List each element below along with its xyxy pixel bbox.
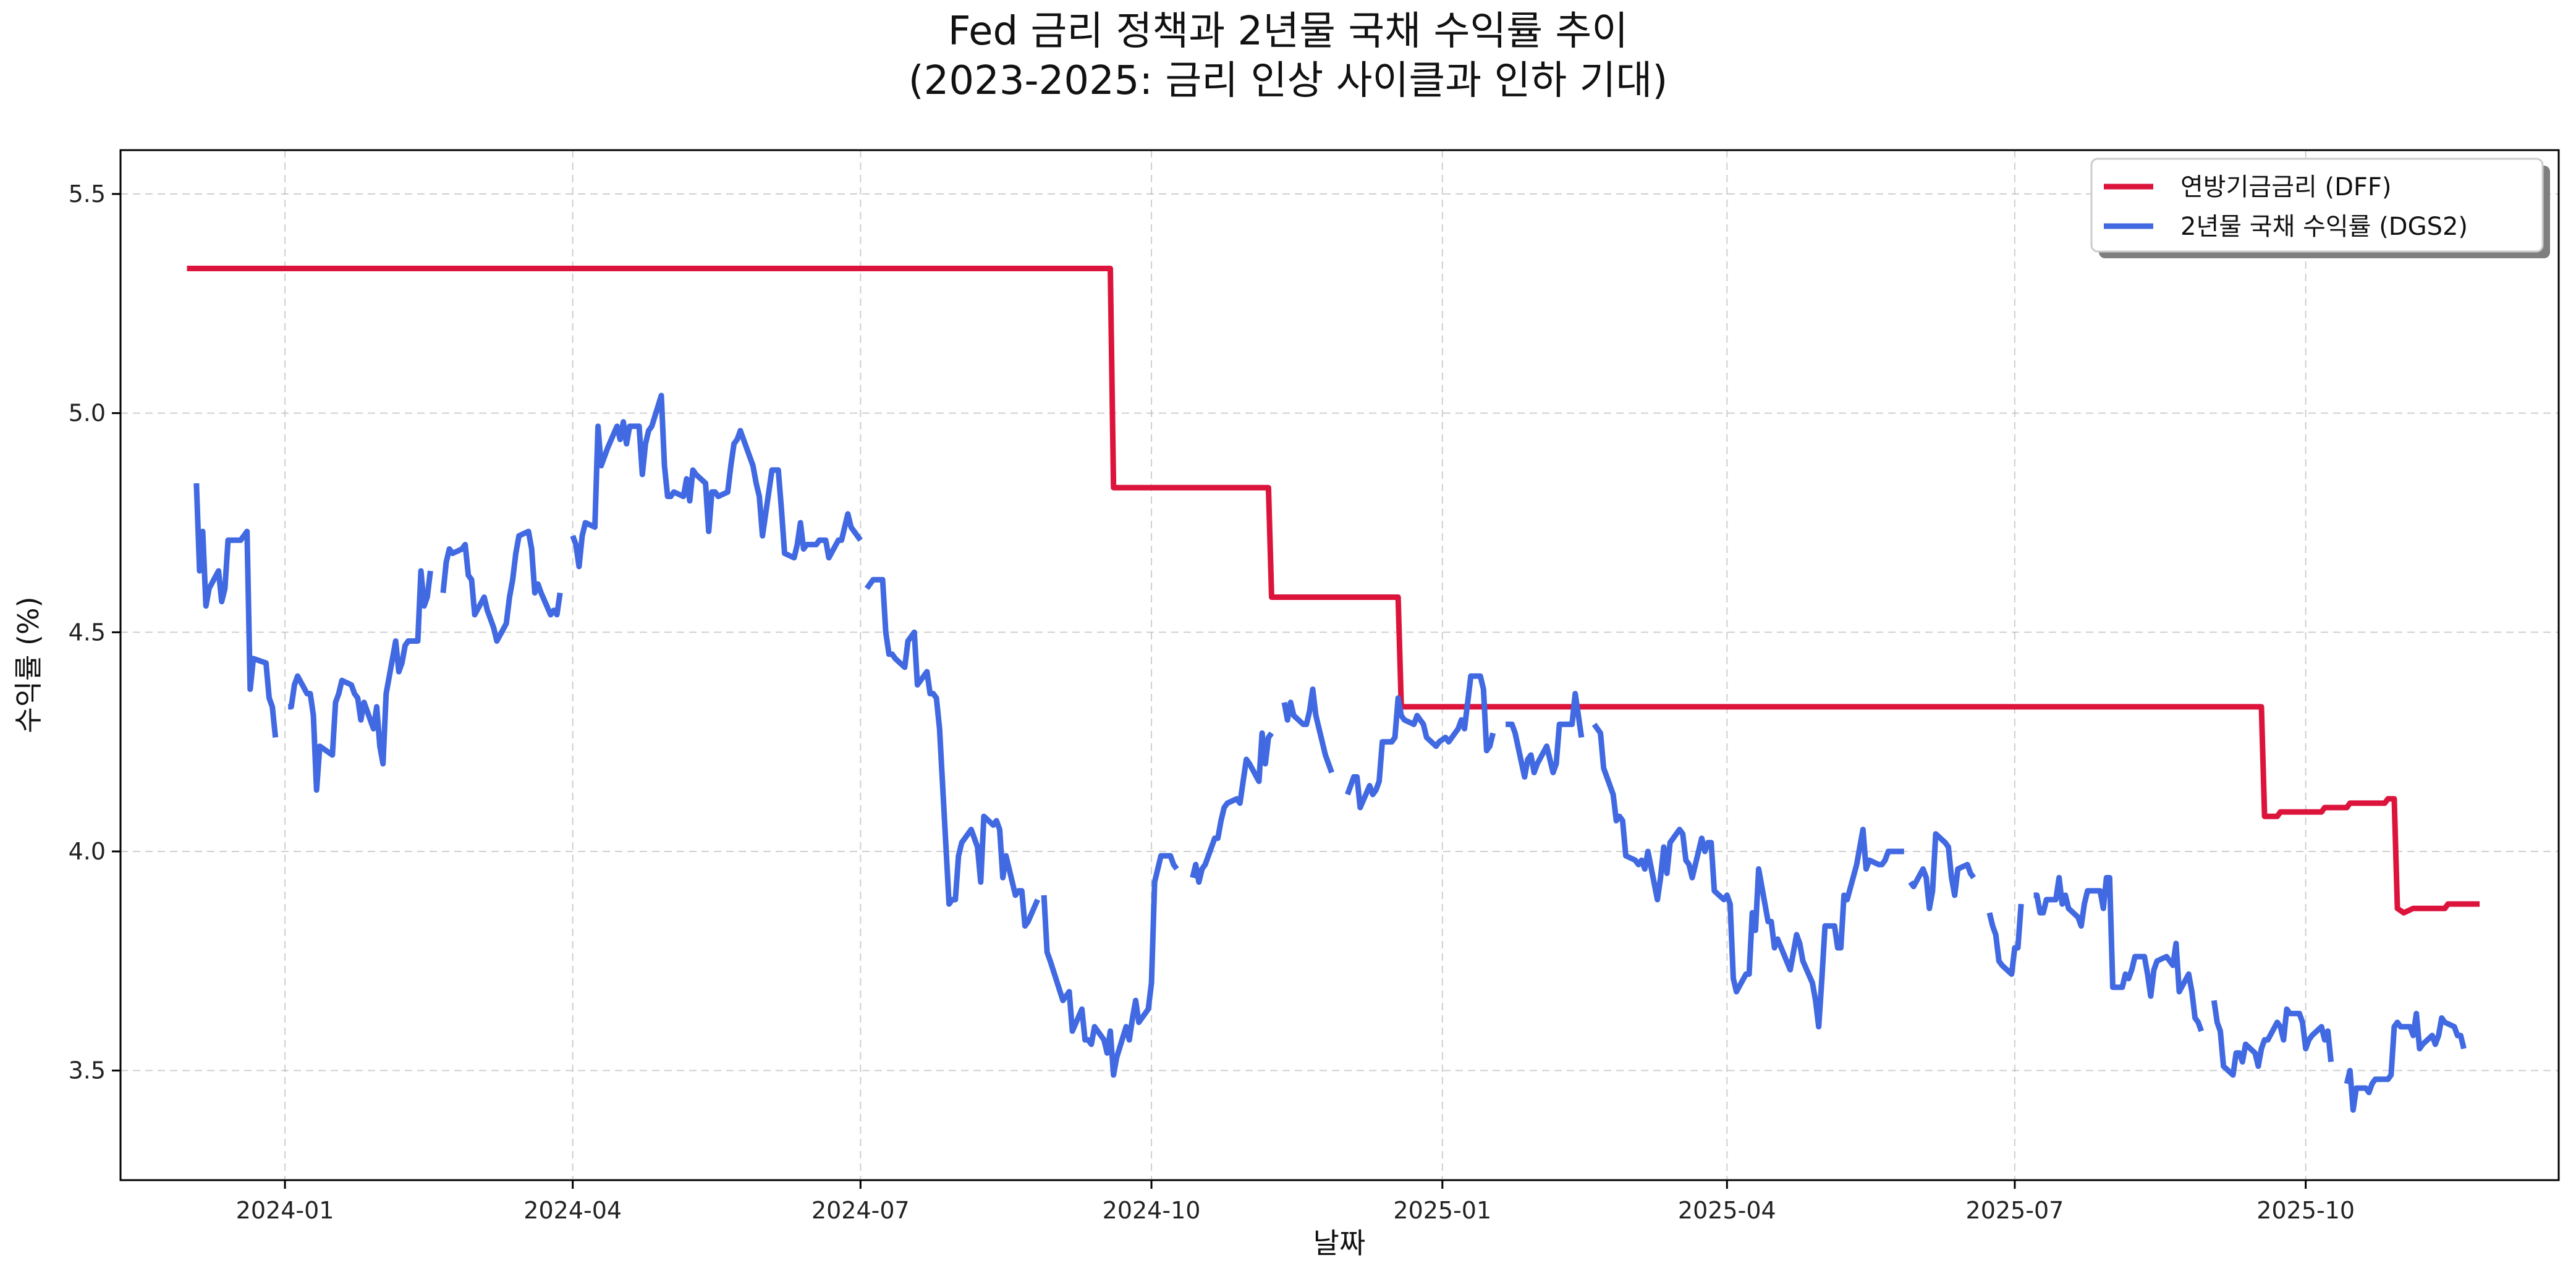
series-line-dff: [187, 266, 2480, 916]
series-line-dgs2: [440, 528, 563, 644]
x-tick-label: 2024-01: [236, 1197, 334, 1224]
series-line-dgs2: [193, 483, 279, 738]
y-axis-label: 수익률 (%): [12, 596, 45, 733]
series-line-dgs2: [288, 568, 433, 793]
y-axis-ticks: 3.5 4.0 4.5 5.0 5.5: [69, 180, 121, 1084]
y-tick-label: 5.5: [69, 180, 106, 208]
x-tick-label: 2025-01: [1393, 1197, 1491, 1224]
series-line-dgs2: [1281, 686, 1334, 774]
x-tick-label: 2024-10: [1103, 1197, 1201, 1224]
chart-subtitle: (2023-2025: 금리 인상 사이클과 인하 기대): [909, 58, 1668, 104]
series-line-dgs2: [1190, 730, 1274, 885]
y-tick-label: 4.5: [69, 618, 106, 646]
plot-frame: [119, 149, 2560, 1181]
series-line-dgs2: [1908, 831, 1976, 911]
x-tick-label: 2024-07: [811, 1197, 910, 1224]
y-tick-label: 3.5: [69, 1057, 106, 1084]
x-tick-label: 2025-07: [1966, 1197, 2064, 1224]
series-line-dgs2: [1345, 673, 1496, 811]
plot-area: [121, 150, 2559, 1180]
legend-box: [2090, 158, 2544, 253]
y-tick-label: 5.0: [69, 400, 106, 427]
series-line-dgs2: [1986, 903, 2024, 977]
series-line-dgs2: [570, 392, 863, 570]
x-tick-label: 2025-04: [1678, 1197, 1776, 1224]
series-line-dgs2: [1041, 853, 1179, 1078]
legend-label-dgs2: 2년물 국채 수익률 (DGS2): [2180, 213, 2468, 241]
x-tick-label: 2025-10: [2256, 1197, 2355, 1224]
series-line-dgs2: [2033, 875, 2205, 1032]
y-tick-label: 4.0: [69, 838, 106, 865]
chart-title: Fed 금리 정책과 2년물 국채 수익률 추이: [948, 9, 1628, 54]
series-line-dgs2: [1506, 691, 1585, 780]
legend-label-dff: 연방기금금리 (DFF): [2180, 173, 2392, 201]
x-tick-label: 2024-04: [523, 1197, 622, 1224]
series-line-dgs2: [1591, 722, 1904, 1030]
x-axis-ticks: 2024-01 2024-04 2024-07 2024-10 2025-01 2025-…: [236, 1180, 2355, 1224]
series-line-dgs2: [864, 576, 1041, 929]
legend: 연방기금금리 (DFF) 2년물 국채 수익률 (DGS2): [2090, 158, 2550, 258]
series-line-dgs2: [2344, 1010, 2467, 1113]
series-line-dgs2: [2211, 1000, 2334, 1078]
series-lines: [187, 266, 2480, 1113]
grid: [121, 150, 2559, 1180]
x-axis-label: 날짜: [1313, 1226, 1366, 1260]
